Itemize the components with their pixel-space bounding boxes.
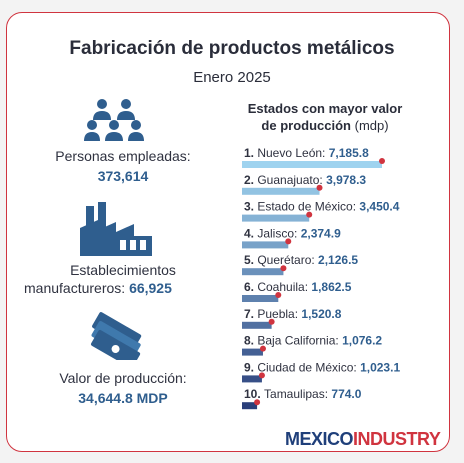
bar-label: 3. Estado de México: 3,450.4 (244, 200, 400, 214)
bar-label: 6. Coahuila: 1,862.5 (244, 280, 352, 294)
bar (242, 348, 263, 356)
bar-label: 5. Querétaro: 2,126.5 (244, 253, 358, 267)
page-title: Fabricación de productos metálicos (69, 38, 395, 59)
bar-label: 1. Nuevo León: 7,185.8 (244, 146, 369, 160)
bar-label: 2. Guanajuato: 3,978.3 (244, 173, 366, 187)
bar-label: 8. Baja California: 1,076.2 (244, 334, 382, 348)
bar (242, 241, 289, 249)
production-value-value: 34,644.8 MDP (78, 390, 168, 406)
bar-label: 7. Puebla: 1,520.8 (244, 307, 342, 321)
chart-title: Estados con mayor valor de producción (m… (247, 101, 403, 133)
brand-logo: MEXICOINDUSTRY (285, 429, 441, 449)
page-subtitle: Enero 2025 (193, 69, 271, 86)
bar (242, 187, 320, 195)
bar-end-marker (268, 318, 275, 325)
bar (242, 321, 272, 329)
bar (242, 214, 310, 222)
establishments-value: 66,925 (129, 280, 172, 296)
bar (242, 161, 382, 168)
bar-end-marker (379, 158, 385, 164)
bar-end-marker (275, 292, 282, 298)
bar (242, 402, 258, 410)
bar-end-marker (254, 399, 261, 406)
bar-end-marker (280, 265, 287, 272)
bar-end-marker (258, 372, 265, 379)
bar-label: 4. Jalisco: 2,374.9 (244, 226, 341, 240)
bar-label: 10. Tamaulipas: 774.0 (244, 387, 362, 401)
bar (242, 268, 284, 276)
establishments-label-line2: manufactureros: 66,925 (24, 280, 172, 296)
employees-value: 373,614 (97, 168, 149, 184)
people-group-icon (84, 99, 144, 141)
bar-end-marker (316, 184, 323, 191)
production-value-label: Valor de producción: (59, 370, 187, 386)
money-bills-icon (91, 312, 142, 360)
establishments-label-line1: Establecimientos (70, 262, 176, 278)
factory-icon (80, 202, 152, 256)
bar-end-marker (259, 345, 266, 352)
bar-end-marker (306, 211, 313, 218)
bar (242, 295, 279, 302)
bar-label: 9. Ciudad de México: 1,023.1 (244, 360, 400, 374)
bar-end-marker (285, 238, 292, 245)
employees-label: Personas empleadas: (55, 148, 191, 164)
bar (242, 375, 262, 383)
